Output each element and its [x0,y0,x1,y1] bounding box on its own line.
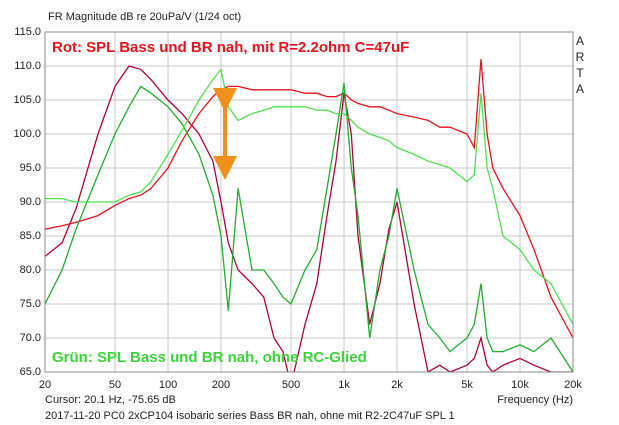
annotation: Grün: SPL Bass und BR nah, ohne RC-Glied [52,349,367,366]
series-line [45,59,573,339]
y-tick-label: 70.0 [20,332,41,344]
plot-lines [45,59,573,372]
x-tick-label: 20k [564,379,582,391]
x-tick-label: 500 [282,379,300,391]
x-tick-label: 2k [391,379,403,391]
series-line [45,67,573,325]
y-tick-label: 65.0 [20,366,41,378]
y-tick-label: 105.0 [13,94,41,106]
footer: 2017-11-20 PC0 2xCP104 isobaric series B… [45,410,455,422]
y-tick-label: 115.0 [14,26,41,38]
x-tick-label: 50 [109,379,121,391]
arta-label: ARTA [573,34,587,98]
y-tick-label: 100.0 [13,128,41,140]
chart-title: FR Magnitude dB re 20uPa/V (1/24 oct) [48,11,241,23]
y-tick-label: 95.0 [20,162,41,174]
series-line [45,65,573,372]
x-axis-label: Frequency (Hz) [497,394,573,406]
x-tick-label: 200 [212,379,230,391]
x-tick-label: 20 [39,379,51,391]
x-tick-label: 10k [511,379,529,391]
plot-frame [44,31,574,373]
annotation: Rot: SPL Bass und BR nah, mit R=2.2ohm C… [52,39,409,56]
x-tick-label: 100 [159,379,177,391]
y-tick-label: 90.0 [20,196,41,208]
y-tick-label: 75.0 [20,298,41,310]
x-tick-label: 1k [338,379,350,391]
cursor-info: Cursor: 20.1 Hz, -75.65 dB [45,394,176,406]
series-line [45,82,573,372]
y-tick-label: 110.0 [14,60,41,72]
y-tick-label: 80.0 [20,264,41,276]
x-tick-label: 5k [461,379,473,391]
y-tick-label: 85.0 [20,230,41,242]
